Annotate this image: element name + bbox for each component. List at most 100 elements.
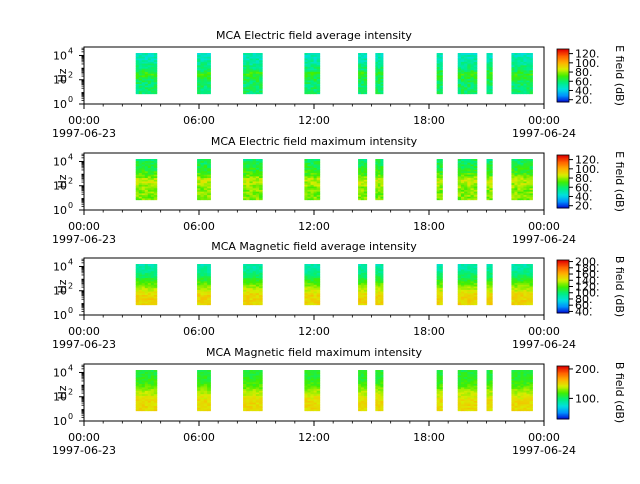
- spectrogram-cell: [310, 172, 315, 175]
- spectrogram-cell: [457, 407, 462, 410]
- spectrogram-cell: [135, 282, 140, 285]
- spectrogram-cell: [207, 279, 211, 282]
- spectrogram-cell: [460, 400, 465, 403]
- colorbar-segment: [557, 80, 569, 83]
- spectrogram-cell: [249, 66, 254, 69]
- spectrogram-cell: [135, 292, 140, 295]
- spectrogram-cell: [246, 66, 250, 69]
- spectrogram-cell: [246, 270, 250, 273]
- spectrogram-cell: [313, 370, 318, 373]
- spectrogram-cell: [246, 181, 250, 184]
- spectrogram-cell: [316, 370, 321, 373]
- spectrogram-cell: [363, 78, 368, 81]
- spectrogram-cell: [439, 405, 443, 408]
- spectrogram-cell: [316, 165, 321, 168]
- spectrogram-cell: [464, 267, 468, 270]
- spectrogram-cell: [243, 303, 247, 306]
- spectrogram-cell: [439, 78, 443, 81]
- spectrogram-cell: [460, 297, 465, 301]
- spectrogram-cell: [375, 380, 379, 383]
- x-tick-label-time: 12:00: [298, 114, 330, 127]
- spectrogram-cell: [375, 175, 379, 179]
- spectrogram-cell: [153, 63, 158, 66]
- spectrogram-cell: [307, 186, 311, 189]
- spectrogram-cell: [460, 75, 465, 78]
- spectrogram-cell: [526, 284, 530, 287]
- spectrogram-cell: [526, 275, 530, 278]
- spectrogram-cell: [514, 381, 518, 384]
- spectrogram-cell: [470, 66, 475, 69]
- spectrogram-cell: [486, 69, 490, 73]
- spectrogram-cell: [436, 380, 440, 383]
- spectrogram-cell: [207, 265, 211, 268]
- spectrogram-cell: [135, 291, 140, 294]
- spectrogram-cell: [363, 90, 368, 93]
- spectrogram-cell: [255, 177, 260, 180]
- spectrogram-cell: [439, 170, 443, 173]
- spectrogram-cell: [439, 286, 443, 289]
- spectrogram-cell: [252, 265, 257, 268]
- spectrogram-cell: [138, 80, 143, 83]
- spectrogram-cell: [511, 303, 515, 306]
- spectrogram-cell: [200, 85, 205, 88]
- spectrogram-cell: [436, 407, 440, 410]
- spectrogram-cell: [153, 85, 158, 88]
- spectrogram-cell: [310, 297, 315, 301]
- spectrogram-cell: [514, 390, 518, 393]
- spectrogram-cell: [375, 286, 379, 289]
- spectrogram-cell: [252, 287, 257, 290]
- spectrogram-cell: [529, 174, 533, 177]
- spectrogram-cell: [304, 159, 308, 162]
- spectrogram-cell: [460, 76, 465, 79]
- colorbar-segment: [557, 388, 569, 391]
- spectrogram-cell: [147, 380, 152, 383]
- spectrogram-cell: [526, 159, 530, 162]
- spectrogram-cell: [511, 289, 515, 292]
- spectrogram-cell: [520, 68, 524, 71]
- spectrogram-cell: [259, 170, 263, 173]
- spectrogram-cell: [464, 63, 468, 66]
- spectrogram-cell: [526, 287, 530, 290]
- spectrogram-cell: [523, 376, 527, 379]
- spectrogram-cell: [307, 56, 311, 59]
- spectrogram-cell: [310, 381, 315, 384]
- spectrogram-cell: [259, 378, 263, 381]
- spectrogram-cell: [243, 296, 247, 299]
- spectrogram-cell: [470, 179, 475, 182]
- spectrogram-cell: [526, 177, 530, 180]
- spectrogram-cell: [259, 172, 263, 175]
- spectrogram-cell: [153, 376, 158, 379]
- spectrogram-cell: [464, 303, 468, 306]
- spectrogram-cell: [147, 59, 152, 62]
- spectrogram-cell: [439, 393, 443, 396]
- spectrogram-cell: [252, 59, 257, 62]
- spectrogram-cell: [135, 164, 140, 167]
- spectrogram-cell: [135, 59, 140, 62]
- spectrogram-cell: [197, 76, 201, 79]
- spectrogram-cell: [377, 172, 381, 175]
- y-tick-exponent: 0: [68, 95, 73, 104]
- spectrogram-cell: [200, 165, 205, 168]
- spectrogram-cell: [310, 63, 315, 66]
- x-tick-label-time: 00:00: [528, 325, 560, 338]
- y-tick-label: 10: [53, 260, 67, 273]
- spectrogram-cell: [360, 286, 365, 289]
- spectrogram-cell: [150, 400, 155, 403]
- spectrogram-cell: [460, 177, 465, 180]
- spectrogram-cell: [307, 282, 311, 285]
- spectrogram-cell: [144, 370, 149, 373]
- colorbar-segment: [557, 75, 569, 78]
- spectrogram-cell: [249, 81, 254, 84]
- spectrogram-cell: [197, 385, 201, 388]
- spectrogram-cell: [304, 400, 308, 403]
- spectrogram-cell: [380, 299, 384, 302]
- colorbar-segment: [557, 377, 569, 380]
- spectrogram-cell: [147, 92, 152, 95]
- spectrogram-cell: [147, 172, 152, 175]
- spectrogram-cell: [529, 376, 533, 379]
- spectrogram-cell: [517, 299, 521, 302]
- spectrogram-cell: [246, 397, 250, 400]
- spectrogram-cell: [467, 275, 471, 278]
- spectrogram-cell: [243, 90, 247, 93]
- spectrogram-cell: [304, 167, 308, 170]
